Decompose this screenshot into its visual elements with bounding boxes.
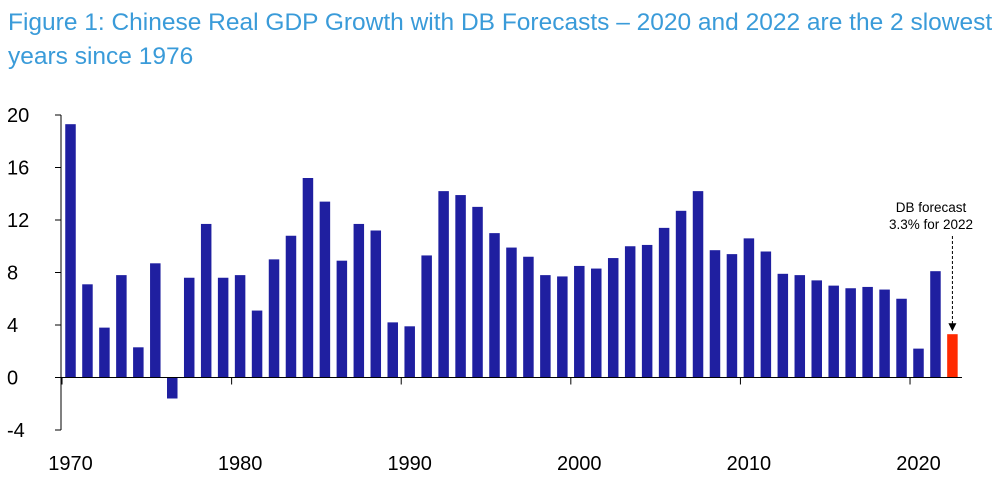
bar-1976 [167,377,178,399]
bar-1998 [540,275,551,378]
bar-2011 [760,251,772,378]
bar-1984 [302,178,314,378]
bar-1988 [370,230,382,378]
bar-1978 [200,223,212,378]
x-axis-ticks: 1970 1980 1990 2000 2010 2020 [48,377,941,475]
bar-2001 [591,268,602,378]
annotation-line-1: DB forecast [896,200,967,215]
bar-1979 [217,277,229,378]
bar-1981 [251,310,263,378]
bar-2018 [879,289,890,378]
bar-1994 [472,206,483,378]
bar-1990 [404,326,415,378]
bar-2020 [913,348,924,378]
annotation-arrowhead [948,323,957,332]
bar-2003 [624,246,636,378]
bar-1996 [506,247,517,378]
bar-1975 [150,263,161,378]
y-tick-label: 12 [7,210,29,232]
bar-1971 [82,284,93,378]
bar-2009 [726,254,738,378]
bar-2017 [862,286,873,378]
y-tick-label: 8 [7,263,18,285]
bar-2019 [896,298,907,378]
bar-2021 [930,271,941,378]
y-tick-label: 20 [7,105,29,127]
bar-1989 [387,322,398,378]
y-tick-label: 0 [7,368,18,390]
x-tick-label: 2010 [727,453,772,475]
x-tick-label: 1970 [48,453,93,475]
bar-1991 [421,255,432,378]
x-tick-label: 2000 [557,453,602,475]
bar-2015 [828,285,839,378]
bar-1999 [557,276,568,378]
bar-2012 [777,273,789,378]
x-tick-label: 1990 [387,453,432,475]
bar-2013 [794,275,806,378]
bar-1982 [268,259,280,378]
bar-2002 [607,258,619,378]
chart-title: Figure 1: Chinese Real GDP Growth with D… [8,9,993,70]
x-tick-label: 2020 [896,453,941,475]
bar-2006 [675,210,687,378]
bars [65,124,958,399]
bar-2022 [947,334,958,378]
bar-1987 [353,223,365,378]
annotation-line-2: 3.3% for 2022 [889,217,973,232]
forecast-annotation: DB forecast 3.3% for 2022 [889,200,973,332]
bar-2004 [641,244,653,378]
bar-1974 [133,347,144,378]
bar-2014 [811,280,822,378]
bar-2000 [574,265,585,378]
bar-1970 [65,124,76,378]
y-tick-label: -4 [7,420,25,442]
bar-1980 [234,275,246,378]
y-tick-label: 4 [7,315,18,337]
bar-1993 [455,195,466,378]
y-tick-label: 16 [7,158,29,180]
bar-1986 [336,260,348,378]
bar-2007 [692,191,704,378]
bar-2016 [845,288,856,378]
bar-1997 [523,256,534,378]
y-axis-ticks: 20 16 12 8 4 0 -4 [7,105,61,442]
bar-1977 [183,277,195,378]
bar-2005 [658,227,670,378]
bar-1985 [319,201,331,378]
x-tick-label: 1980 [218,453,263,475]
bar-1995 [489,233,500,378]
bar-1992 [438,191,449,378]
bar-1973 [116,275,127,378]
bar-2008 [709,250,721,378]
bar-1972 [99,327,110,378]
bar-1983 [285,235,297,378]
bar-2010 [743,238,755,378]
